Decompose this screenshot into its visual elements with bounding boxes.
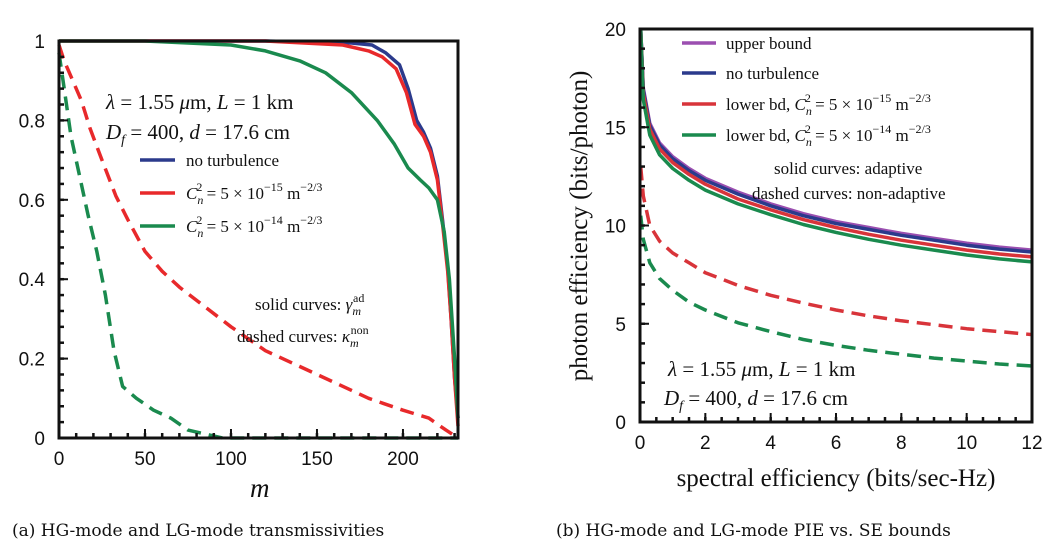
panel-b-series-group bbox=[638, 28, 1033, 368]
y-tick-label: 0 bbox=[615, 413, 626, 434]
x-tick-label: 6 bbox=[831, 433, 842, 454]
series-line-dashed-3 bbox=[57, 44, 459, 440]
y-tick-label: 10 bbox=[605, 217, 626, 238]
legend-label-upper-bound: upper bound bbox=[726, 34, 812, 53]
legend-label-cn2-14: Cn2 = 5 × 10−14 m−2/3 bbox=[186, 213, 322, 240]
panel-a-note-dashed: dashed curves: κmnon bbox=[237, 323, 369, 350]
panel-b-chart: 0 2 4 6 8 10 12 0 5 10 15 20 upper bound no turbule… bbox=[556, 20, 1043, 541]
panel-a-frame bbox=[57, 39, 460, 440]
series-line-solid-3 bbox=[638, 28, 1033, 264]
legend-label-lower-cn2-15: lower bd, Cn2 = 5 × 10−15 m−2/3 bbox=[726, 91, 931, 118]
y-tick-label: 0.2 bbox=[19, 350, 45, 371]
panel-a-series-group bbox=[57, 39, 460, 440]
panel-b-ticks: 0 2 4 6 8 10 12 0 5 10 15 20 bbox=[605, 20, 1043, 454]
y-tick-label: 1 bbox=[34, 32, 45, 53]
series-line-solid-2 bbox=[638, 28, 1033, 259]
panel-a-caption: (a) HG-mode and LG-mode transmissivities bbox=[12, 521, 384, 541]
panel-b-note-solid: solid curves: adaptive bbox=[774, 159, 922, 178]
x-tick-label: 12 bbox=[1021, 433, 1042, 454]
x-tick-label: 100 bbox=[215, 449, 247, 470]
panel-b-annotation-params-1: λ = 1.55 μm, L = 1 km bbox=[667, 357, 855, 381]
series-line-dashed-5 bbox=[638, 215, 1033, 368]
y-tick-label: 15 bbox=[605, 118, 626, 139]
x-tick-label: 0 bbox=[635, 433, 646, 454]
series-line-dashed-4 bbox=[638, 166, 1033, 337]
y-tick-label: 5 bbox=[615, 315, 626, 336]
x-tick-label: 8 bbox=[896, 433, 907, 454]
y-tick-label: 0.4 bbox=[19, 270, 46, 291]
panel-b-xlabel: spectral efficiency (bits/sec-Hz) bbox=[677, 465, 996, 492]
x-tick-label: 50 bbox=[134, 449, 155, 470]
panel-b-note-dashed: dashed curves: non-adaptive bbox=[752, 184, 946, 203]
panel-b-annotation-params-2: Df = 400, d = 17.6 cm bbox=[663, 386, 848, 414]
x-tick-label: 200 bbox=[387, 449, 419, 470]
y-tick-label: 0.8 bbox=[19, 111, 45, 132]
y-tick-label: 20 bbox=[605, 20, 626, 41]
y-tick-label: 0 bbox=[34, 429, 45, 450]
legend-label-cn2-15: Cn2 = 5 × 10−15 m−2/3 bbox=[186, 180, 322, 207]
y-tick-label: 0.6 bbox=[19, 191, 45, 212]
series-line-solid-1 bbox=[638, 28, 1033, 254]
x-tick-label: 10 bbox=[956, 433, 977, 454]
panel-a-annotation-params-2: Df = 400, d = 17.6 cm bbox=[105, 120, 290, 148]
panel-b-legend: upper bound no turbulence lower bd, Cn2 … bbox=[682, 34, 931, 149]
panel-b-ylabel: photon efficiency (bits/photon) bbox=[566, 71, 593, 382]
panel-a-xlabel: m bbox=[250, 473, 270, 503]
panel-a-note-solid: solid curves: γmad bbox=[255, 291, 364, 318]
panel-a-chart: 0 50 100 150 200 0 0.2 0.4 0.6 0.8 1 λ = 1.55 μm, … bbox=[12, 32, 460, 541]
legend-label-b-no-turbulence: no turbulence bbox=[726, 64, 819, 83]
x-tick-label: 0 bbox=[54, 449, 65, 470]
legend-label-lower-cn2-14: lower bd, Cn2 = 5 × 10−14 m−2/3 bbox=[726, 122, 931, 149]
panel-b-caption: (b) HG-mode and LG-mode PIE vs. SE bound… bbox=[556, 521, 951, 541]
legend-label-no-turbulence: no turbulence bbox=[186, 151, 279, 170]
panel-a-legend: no turbulence Cn2 = 5 × 10−15 m−2/3 Cn2 … bbox=[140, 151, 322, 240]
x-tick-label: 4 bbox=[765, 433, 776, 454]
series-line-solid-2 bbox=[59, 39, 460, 419]
panel-a-annotation-params-1: λ = 1.55 μm, L = 1 km bbox=[105, 90, 293, 114]
x-tick-label: 2 bbox=[700, 433, 711, 454]
series-line-dashed-4 bbox=[57, 52, 458, 440]
panel-a-ticks: 0 50 100 150 200 0 0.2 0.4 0.6 0.8 1 bbox=[19, 32, 456, 470]
x-tick-label: 150 bbox=[301, 449, 333, 470]
